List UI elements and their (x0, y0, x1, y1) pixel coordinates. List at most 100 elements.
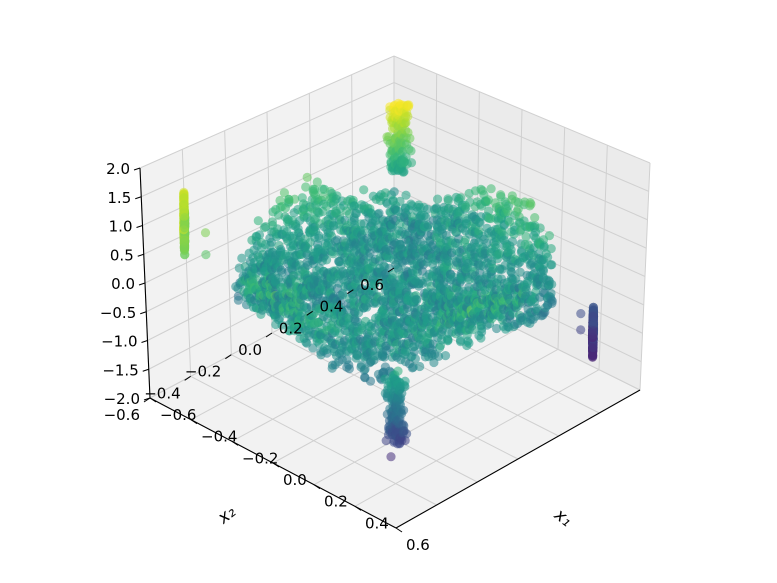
data-point (421, 212, 431, 222)
x-tick-mark (354, 505, 362, 511)
z-tick-mark (138, 282, 146, 286)
data-point (456, 193, 466, 203)
data-point (179, 242, 189, 252)
data-point (302, 172, 312, 182)
data-point (261, 222, 271, 232)
data-point (360, 364, 370, 374)
data-point (526, 199, 536, 209)
y-tick-label: 0.0 (238, 341, 262, 359)
z-tick-label: 0.0 (111, 275, 135, 293)
data-point (535, 223, 545, 233)
z-axis-ticks: −2.0 −1.5 −1.0 −0.5 0.0 0.5 1.0 1.5 2.0 (100, 160, 151, 408)
data-point (464, 338, 474, 348)
y-tick-label: 0.4 (319, 298, 343, 316)
data-point (365, 376, 376, 386)
data-point (547, 260, 557, 270)
data-point (399, 405, 409, 415)
data-point (506, 245, 516, 255)
z-tick-label: 1.0 (109, 218, 133, 236)
data-point (279, 188, 289, 198)
y-tick-mark (265, 332, 273, 338)
scatter-points (179, 98, 599, 462)
data-point (318, 192, 328, 202)
data-point (588, 343, 598, 353)
x-tick-label: 0.4 (365, 514, 389, 532)
data-point (344, 364, 354, 374)
z-tick-mark (141, 340, 148, 343)
x-tick-mark (190, 419, 198, 425)
data-point (402, 429, 412, 439)
x-tick-label: 0.2 (324, 493, 348, 511)
data-point (468, 325, 478, 335)
x-axis-ticks: −0.6 −0.4 −0.2 0.0 0.2 0.4 0.6 (149, 397, 430, 554)
data-point (547, 296, 557, 306)
z-tick-label: 1.5 (107, 189, 131, 207)
y-tick-mark (225, 354, 232, 360)
z-tick-mark (136, 225, 143, 228)
data-point (588, 317, 598, 327)
data-point (521, 231, 531, 242)
data-point (434, 351, 444, 361)
y-tick-label: 0.2 (279, 319, 303, 337)
data-point (576, 325, 586, 335)
x-tick-label: −0.2 (242, 449, 278, 467)
z-tick-label: −1.5 (102, 361, 138, 379)
data-point (314, 233, 324, 243)
y-axis-label: x₂ (213, 502, 240, 529)
data-point (588, 351, 598, 361)
data-point (588, 330, 598, 340)
y-tick-mark (306, 310, 313, 316)
z-tick-mark (135, 196, 142, 200)
y-tick-label: −0.2 (185, 363, 221, 381)
data-point (543, 252, 553, 262)
x-tick-mark (149, 397, 157, 403)
data-point (253, 216, 263, 226)
data-point (515, 267, 525, 277)
data-point (547, 279, 557, 289)
data-point (399, 166, 409, 177)
z-tick-label: 2.0 (106, 160, 130, 178)
data-point (312, 177, 322, 187)
data-point (443, 335, 453, 345)
x-tick-mark (395, 527, 403, 533)
data-point (406, 146, 416, 156)
y-tick-mark (387, 267, 395, 273)
x-tick-mark (231, 440, 239, 446)
data-point (495, 248, 505, 258)
data-point (404, 100, 414, 110)
y-tick-label: −0.6 (104, 406, 140, 424)
z-tick-mark (133, 167, 141, 171)
y-tick-mark (347, 289, 354, 295)
data-point (405, 133, 415, 143)
z-tick-label: −2.0 (104, 390, 140, 408)
data-point (322, 344, 332, 355)
gridline-z (141, 81, 649, 198)
x-tick-label: −0.4 (201, 428, 237, 446)
y-tick-label: −0.4 (144, 384, 180, 402)
data-point (492, 323, 502, 334)
data-point (406, 158, 417, 168)
data-point (254, 230, 265, 240)
data-point (443, 195, 453, 206)
data-point (538, 266, 549, 276)
data-point (322, 255, 332, 265)
x-tick-mark (272, 462, 280, 468)
data-point (400, 376, 410, 386)
data-point (530, 213, 540, 223)
data-point (412, 295, 422, 305)
data-point (484, 206, 494, 216)
data-point (410, 354, 420, 364)
data-point (576, 309, 586, 319)
z-tick-label: −0.5 (100, 304, 136, 322)
data-point (352, 350, 362, 360)
data-point (386, 452, 396, 462)
x-tick-label: −0.6 (160, 406, 196, 424)
y-tick-label: 0.6 (360, 276, 384, 294)
data-point (277, 320, 287, 330)
data-point (359, 185, 369, 195)
x-tick-label: 0.0 (283, 471, 307, 489)
data-point (486, 184, 496, 194)
data-point (179, 234, 190, 244)
z-tick-label: 0.5 (110, 246, 134, 264)
data-point (301, 182, 311, 192)
